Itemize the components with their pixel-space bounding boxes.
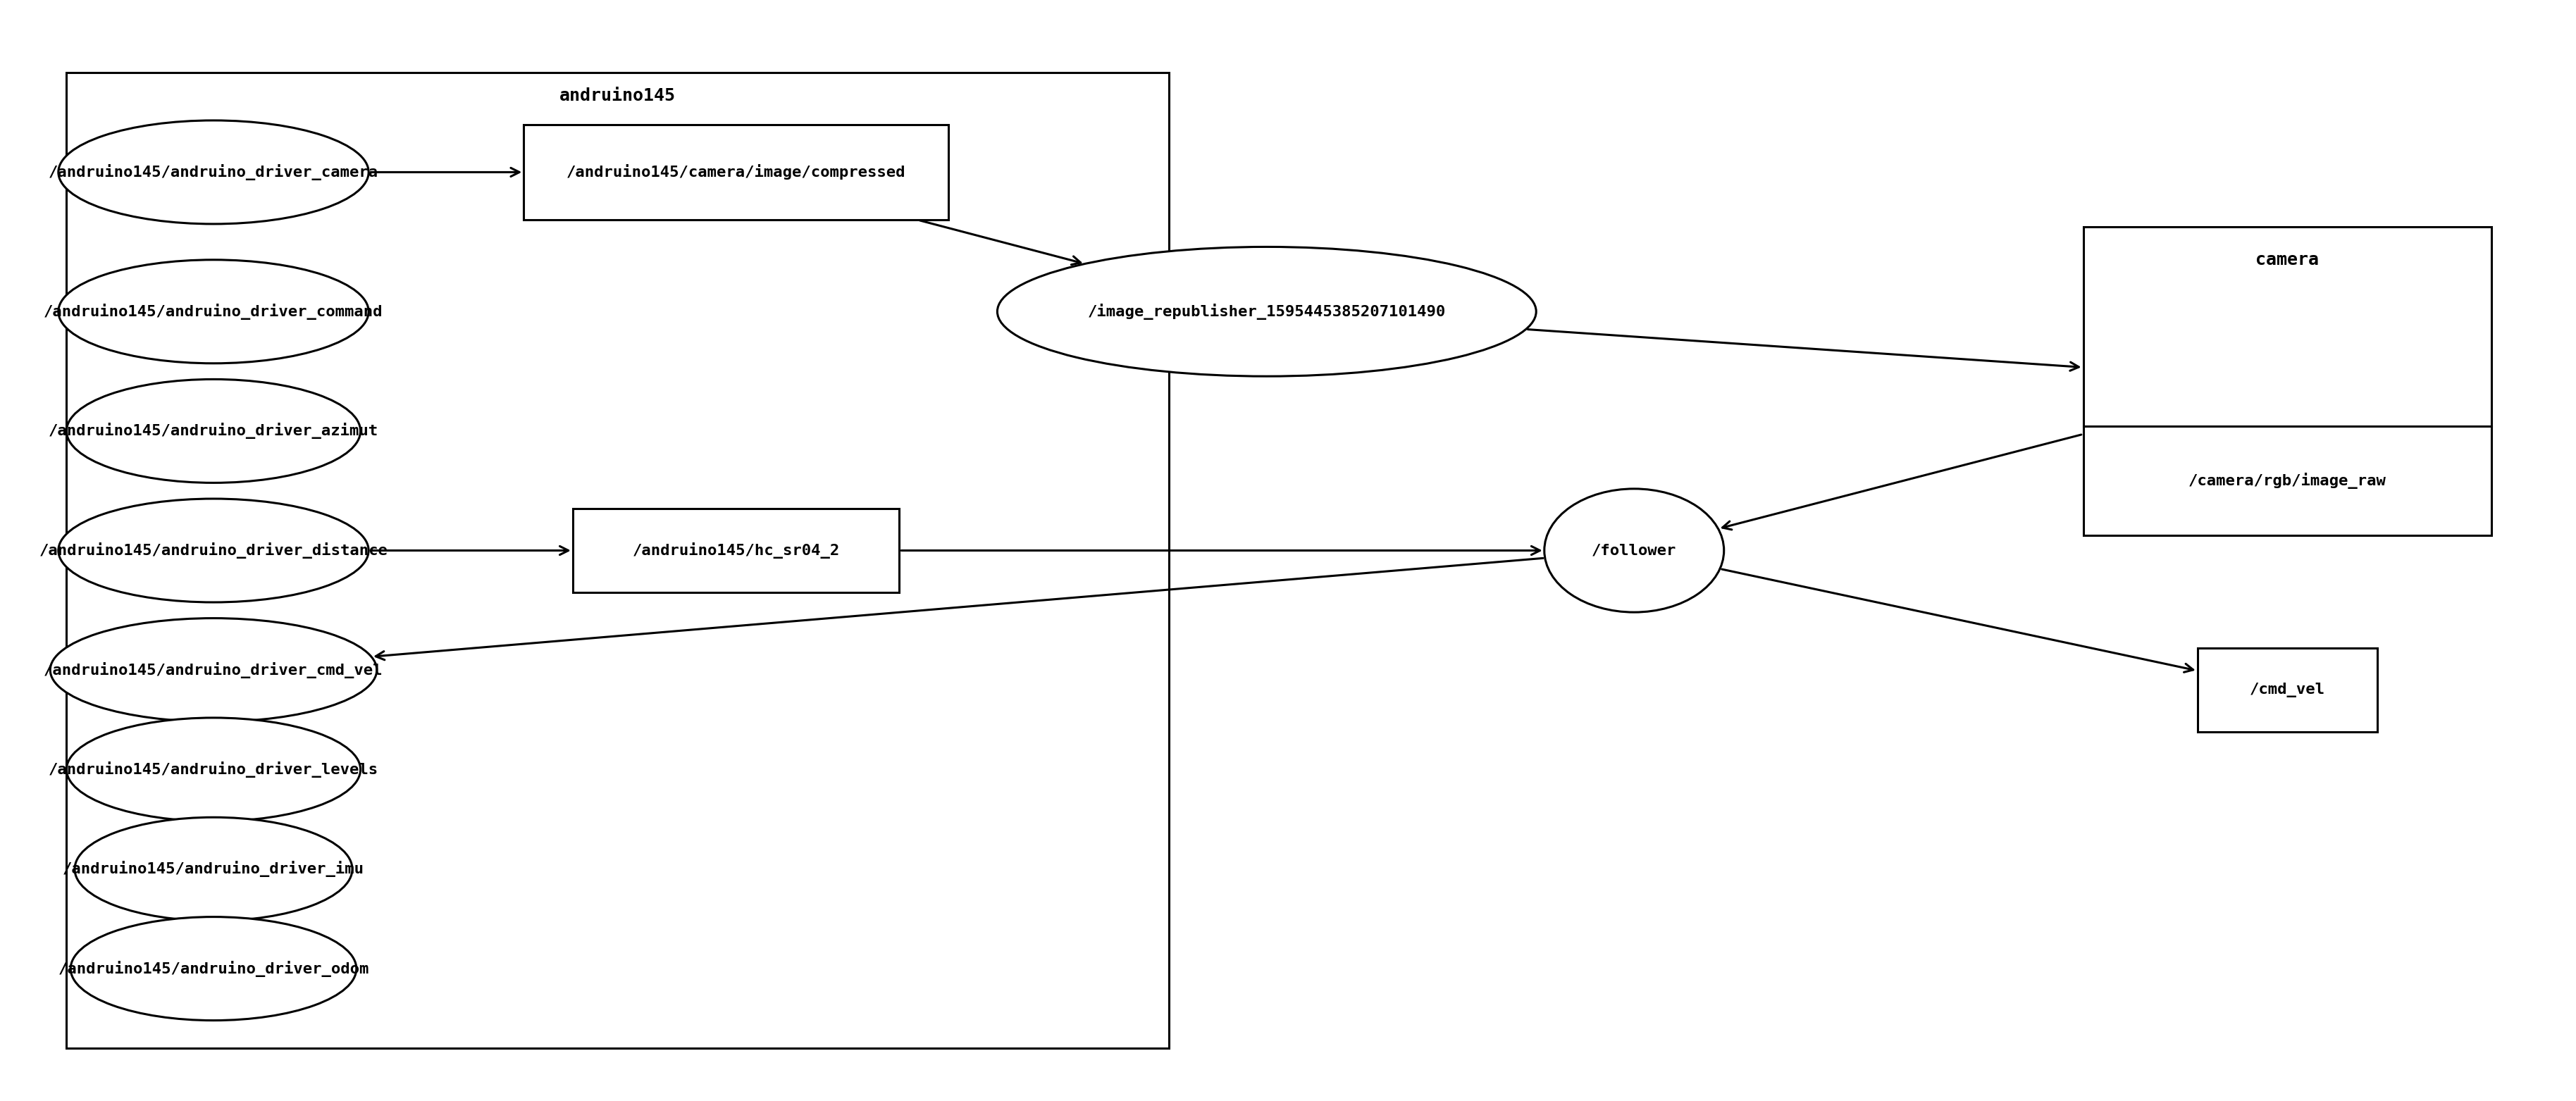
Ellipse shape bbox=[997, 247, 1535, 377]
Text: /andruino145/andruino_driver_imu: /andruino145/andruino_driver_imu bbox=[62, 861, 363, 877]
Text: /andruino145/andruino_driver_cmd_vel: /andruino145/andruino_driver_cmd_vel bbox=[44, 662, 384, 678]
Ellipse shape bbox=[59, 499, 368, 602]
Text: /camera/rgb/image_raw: /camera/rgb/image_raw bbox=[2190, 472, 2385, 489]
Text: /andruino145/andruino_driver_levels: /andruino145/andruino_driver_levels bbox=[49, 762, 379, 777]
FancyBboxPatch shape bbox=[572, 509, 899, 592]
Ellipse shape bbox=[75, 817, 353, 920]
Text: /andruino145/andruino_driver_command: /andruino145/andruino_driver_command bbox=[44, 304, 384, 319]
Text: /andruino145/andruino_driver_odom: /andruino145/andruino_driver_odom bbox=[59, 960, 368, 977]
Ellipse shape bbox=[67, 379, 361, 483]
FancyBboxPatch shape bbox=[67, 73, 1170, 1048]
FancyBboxPatch shape bbox=[2197, 648, 2378, 732]
FancyBboxPatch shape bbox=[523, 124, 948, 220]
FancyBboxPatch shape bbox=[2084, 227, 2491, 535]
Ellipse shape bbox=[59, 260, 368, 363]
Ellipse shape bbox=[49, 618, 376, 722]
Text: /andruino145/andruino_driver_azimut: /andruino145/andruino_driver_azimut bbox=[49, 423, 379, 439]
Ellipse shape bbox=[59, 120, 368, 224]
Ellipse shape bbox=[1546, 489, 1723, 612]
Text: /follower: /follower bbox=[1592, 544, 1677, 557]
Text: camera: camera bbox=[2257, 252, 2318, 269]
Text: /andruino145/andruino_driver_camera: /andruino145/andruino_driver_camera bbox=[49, 164, 379, 181]
Text: /andruino145/hc_sr04_2: /andruino145/hc_sr04_2 bbox=[631, 543, 840, 558]
Text: /image_republisher_1595445385207101490: /image_republisher_1595445385207101490 bbox=[1087, 304, 1445, 319]
Text: andruino145: andruino145 bbox=[559, 88, 675, 105]
Ellipse shape bbox=[67, 718, 361, 821]
Text: /andruino145/camera/image/compressed: /andruino145/camera/image/compressed bbox=[567, 164, 907, 179]
Text: /andruino145/andruino_driver_distance: /andruino145/andruino_driver_distance bbox=[39, 543, 389, 558]
Ellipse shape bbox=[70, 917, 355, 1021]
Text: /cmd_vel: /cmd_vel bbox=[2249, 683, 2326, 697]
